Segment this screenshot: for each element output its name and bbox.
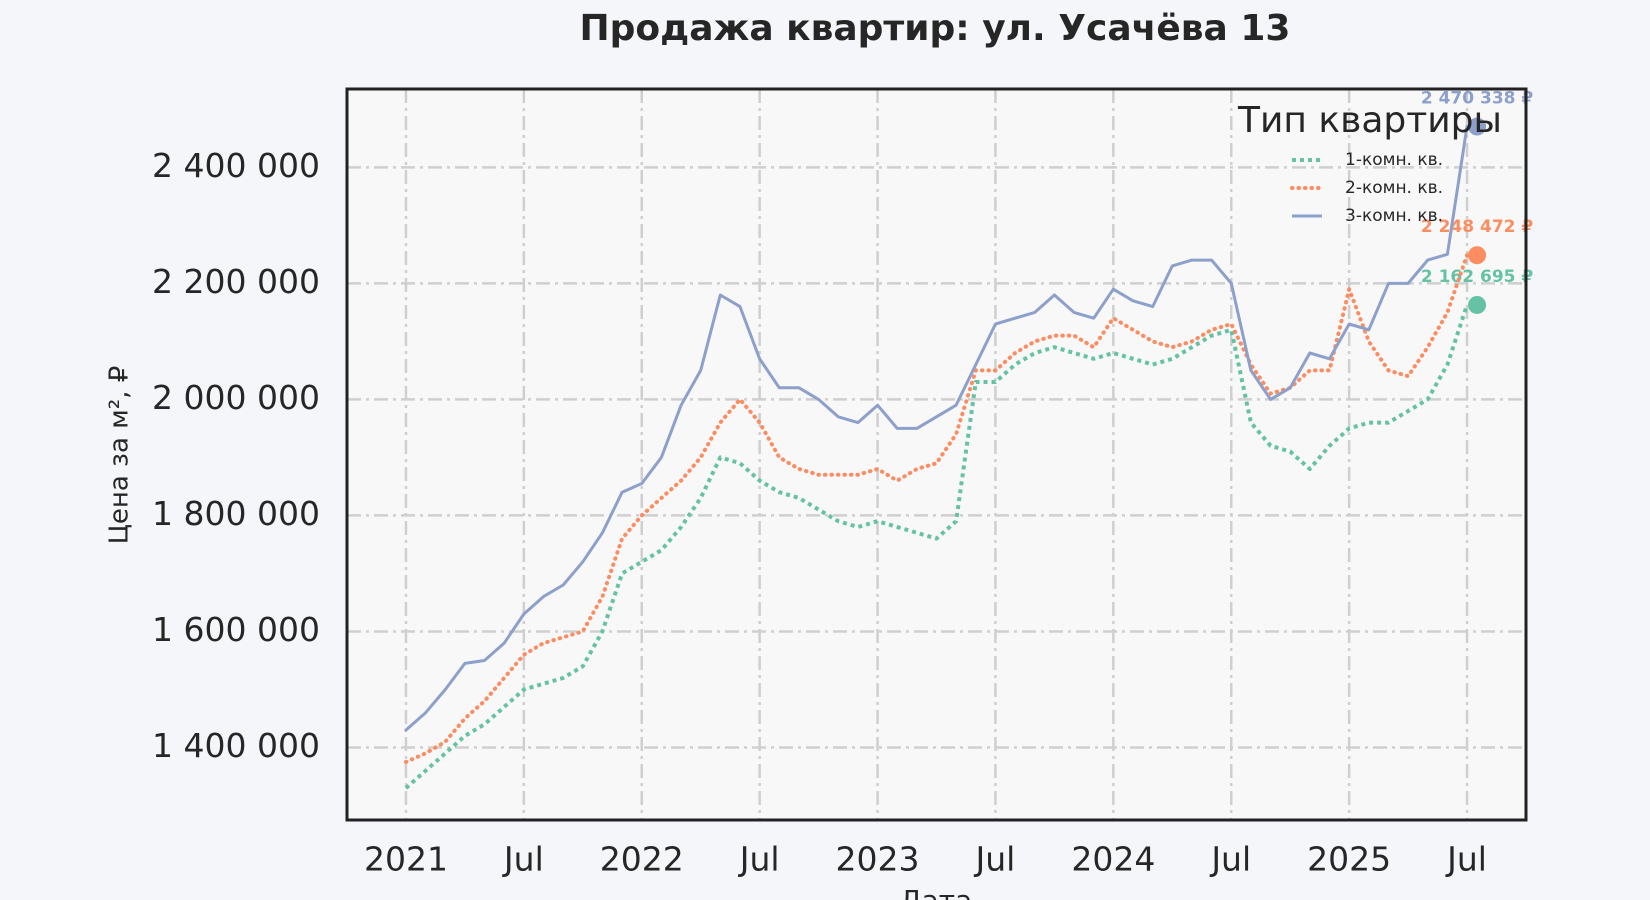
x-tick-label: Jul xyxy=(974,840,1016,879)
end-point xyxy=(1468,246,1487,265)
series-line xyxy=(404,304,1469,790)
plot-frame xyxy=(345,87,1528,822)
x-axis-label: Дата xyxy=(900,884,973,900)
legend-title: Тип квартиры xyxy=(1237,100,1502,141)
end-point xyxy=(1468,295,1487,314)
x-tick-label: Jul xyxy=(1445,840,1487,879)
y-axis-label: Цена за м², ₽ xyxy=(105,366,135,545)
y-tick-label: 2 400 000 xyxy=(152,146,320,185)
x-tick-label: 2025 xyxy=(1307,840,1391,879)
x-tick-label: 2023 xyxy=(836,840,920,879)
legend-label: 2-комн. кв. xyxy=(1345,178,1443,198)
x-tick-label: 2021 xyxy=(364,840,448,879)
chart-title: Продажа квартир: ул. Усачёва 13 xyxy=(580,8,1291,49)
y-tick-label: 1 800 000 xyxy=(152,494,320,533)
x-tick-label: Jul xyxy=(1209,840,1251,879)
y-tick-label: 2 200 000 xyxy=(152,262,320,301)
x-tick-label: 2022 xyxy=(600,840,684,879)
x-tick-label: Jul xyxy=(502,840,544,879)
end-label: 2 248 472 ₽ xyxy=(1421,217,1534,237)
x-tick-label: Jul xyxy=(738,840,780,879)
end-label: 2 162 695 ₽ xyxy=(1421,267,1534,287)
end-label: 2 470 338 ₽ xyxy=(1421,89,1534,109)
y-tick-label: 1 600 000 xyxy=(152,610,320,649)
end-point xyxy=(1468,117,1487,136)
x-tick-label: 2024 xyxy=(1071,840,1155,879)
legend-label: 1-комн. кв. xyxy=(1345,150,1443,170)
series-line xyxy=(404,125,1469,732)
legend-label: 3-комн. кв. xyxy=(1345,206,1443,226)
plot-area xyxy=(347,89,1526,820)
y-tick-label: 1 400 000 xyxy=(152,726,320,765)
y-tick-label: 2 000 000 xyxy=(152,378,320,417)
